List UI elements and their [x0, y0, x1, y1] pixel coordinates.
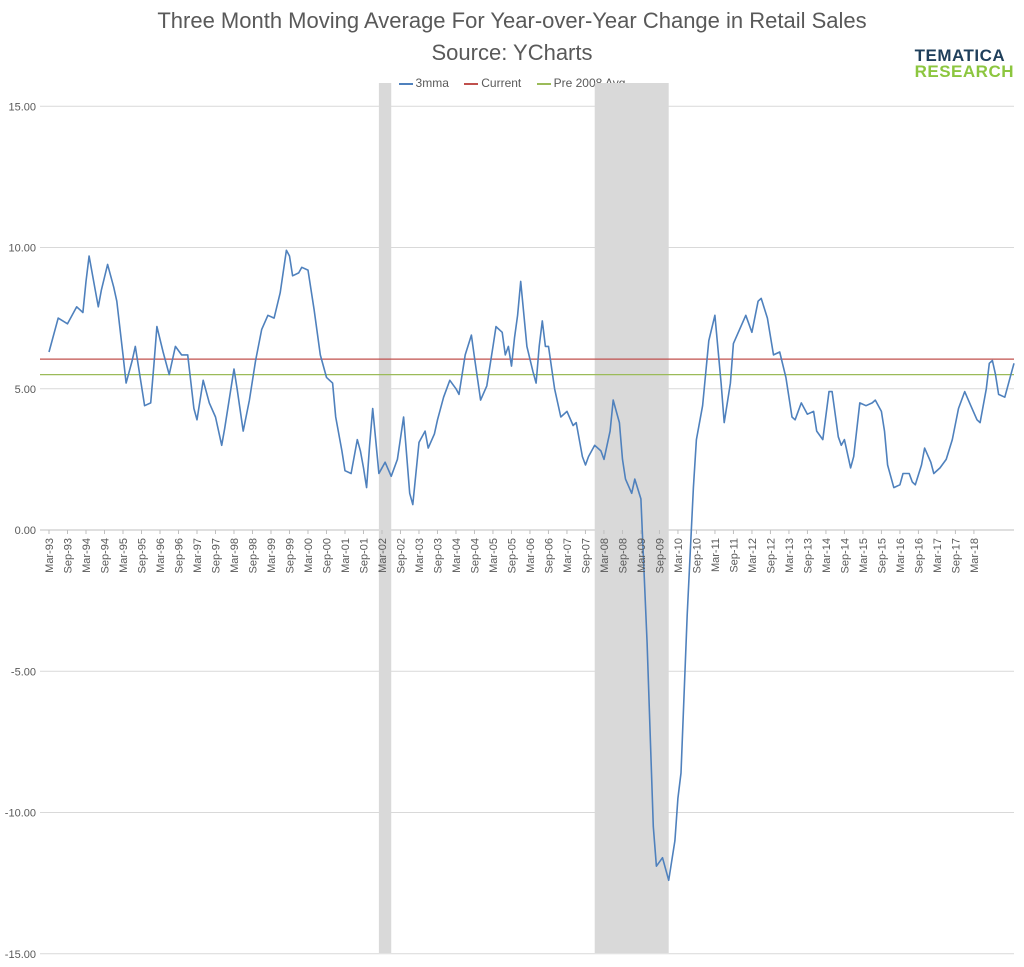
y-tick-labels: 15.00 10.00 5.00 0.00 -5.00 -10.00 -15.00: [5, 101, 36, 961]
x-tick-label: Mar-97: [192, 538, 204, 573]
x-tick-label: Sep-15: [876, 538, 888, 573]
x-tick-label: Mar-16: [895, 538, 907, 573]
x-tick-label: Sep-95: [136, 538, 148, 573]
legend-item-3mma: 3mma: [398, 76, 449, 90]
x-tick-label: Mar-11: [710, 538, 722, 572]
x-tick-label: Sep-10: [691, 538, 703, 573]
x-tick-labels: Mar-93 Sep-93 Mar-94 Sep-94 Mar-95 Sep-95 Mar-…: [44, 530, 981, 573]
grid-layer: [40, 105, 1014, 955]
x-tick-label: Mar-99: [266, 538, 278, 573]
x-tick-label: Mar-96: [155, 538, 167, 573]
logo-line2: RESEARCH: [914, 62, 1014, 81]
x-tick-label: Mar-06: [525, 538, 537, 573]
x-tick-label: Sep-09: [654, 538, 666, 573]
x-tick-label: Sep-94: [99, 538, 111, 573]
y-tick-label: 5.00: [15, 384, 36, 396]
x-tick-label: Sep-02: [395, 538, 407, 573]
x-tick-label: Mar-17: [932, 538, 944, 573]
chart-title: Three Month Moving Average For Year-over…: [157, 8, 867, 33]
legend-swatch-3mma: [398, 82, 413, 85]
reference-lines-layer: [40, 358, 1014, 376]
y-tick-label: 15.00: [8, 101, 36, 113]
chart-subtitle: Source: YCharts: [431, 40, 593, 65]
x-tick-label: Mar-00: [303, 538, 315, 573]
recession-band: [378, 83, 392, 953]
x-tick-label: Mar-94: [81, 538, 93, 573]
x-tick-label: Mar-95: [118, 538, 130, 573]
x-tick-label: Sep-13: [802, 538, 814, 573]
x-tick-label: Mar-14: [821, 538, 833, 573]
x-tick-label: Mar-09: [636, 538, 648, 573]
y-tick-label: -5.00: [11, 666, 36, 678]
legend-label-current: Current: [481, 76, 522, 90]
legend-swatch-pre2008: [536, 82, 551, 85]
recession-band: [594, 83, 669, 953]
x-tick-label: Sep-97: [210, 538, 222, 573]
x-tick-label: Sep-17: [950, 538, 962, 573]
x-tick-label: Mar-01: [340, 538, 352, 573]
x-tick-label: Sep-16: [913, 538, 925, 573]
x-tick-label: Sep-98: [247, 538, 259, 573]
series-layer: [48, 249, 1015, 882]
x-tick-label: Mar-02: [377, 538, 389, 573]
x-tick-label: Mar-05: [488, 538, 500, 573]
x-tick-label: Mar-08: [599, 538, 611, 573]
y-tick-label: 0.00: [15, 525, 36, 537]
y-tick-label: 10.00: [8, 243, 36, 255]
x-tick-label: Sep-93: [62, 538, 74, 573]
x-tick-label: Sep-14: [839, 538, 851, 573]
y-tick-label: -15.00: [5, 949, 36, 961]
x-tick-label: Sep-01: [358, 538, 370, 573]
legend-swatch-current: [464, 82, 479, 85]
x-tick-label: Sep-99: [284, 538, 296, 573]
y-tick-label: -10.00: [5, 808, 36, 820]
tematica-logo: TEMATICA RESEARCH: [914, 46, 1014, 81]
x-tick-label: Sep-00: [321, 538, 333, 573]
x-tick-label: Mar-03: [414, 538, 426, 573]
x-tick-label: Mar-13: [784, 538, 796, 573]
x-tick-label: Sep-04: [469, 538, 481, 573]
x-tick-label: Mar-98: [229, 538, 241, 573]
x-tick-label: Sep-08: [617, 538, 629, 573]
series-line-3mma: [48, 249, 1015, 882]
x-tick-label: Sep-03: [432, 538, 444, 573]
x-tick-label: Sep-12: [765, 538, 777, 573]
recession-shading-layer: [378, 83, 669, 953]
x-tick-label: Sep-11: [728, 538, 740, 573]
x-tick-label: Sep-96: [173, 538, 185, 573]
legend-label-3mma: 3mma: [415, 76, 449, 90]
x-tick-label: Mar-15: [858, 538, 870, 573]
logo-line1: TEMATICA: [914, 46, 1006, 65]
x-tick-label: Mar-93: [44, 538, 56, 573]
x-tick-label: Sep-07: [580, 538, 592, 573]
x-tick-label: Mar-07: [562, 538, 574, 573]
x-tick-label: Mar-12: [747, 538, 759, 573]
x-tick-label: Sep-05: [506, 538, 518, 573]
x-tick-label: Mar-18: [969, 538, 981, 573]
legend-item-current: Current: [464, 76, 521, 90]
x-tick-label: Mar-10: [673, 538, 685, 573]
x-tick-label: Sep-06: [543, 538, 555, 573]
x-tick-label: Mar-04: [451, 538, 463, 573]
